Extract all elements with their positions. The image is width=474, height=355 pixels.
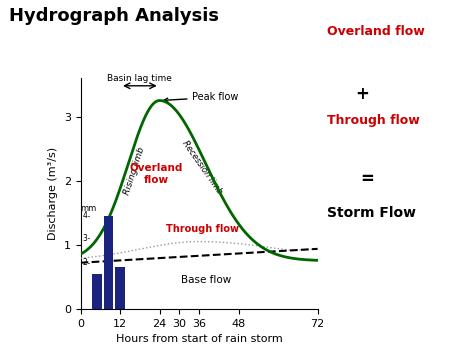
Text: mm: mm [81, 204, 97, 213]
Text: Hydrograph Analysis: Hydrograph Analysis [9, 7, 219, 25]
X-axis label: Hours from start of rain storm: Hours from start of rain storm [116, 334, 283, 344]
Text: 2: 2 [82, 258, 87, 267]
Y-axis label: Discharge (m³/s): Discharge (m³/s) [48, 147, 58, 240]
Bar [115, 267, 125, 309]
Text: Overland flow: Overland flow [327, 25, 425, 38]
Text: Through flow: Through flow [166, 224, 239, 234]
Text: Basin lag time: Basin lag time [108, 73, 172, 83]
Text: +: + [356, 85, 369, 103]
Text: Base flow: Base flow [181, 275, 231, 285]
Text: 4: 4 [82, 212, 87, 220]
Text: =: = [360, 170, 374, 189]
Text: Rising limb: Rising limb [123, 146, 147, 196]
Text: Storm Flow: Storm Flow [327, 206, 416, 220]
Text: Peak flow: Peak flow [164, 92, 239, 102]
Bar [104, 216, 113, 309]
Text: Through flow: Through flow [327, 114, 420, 127]
Text: Overland
flow: Overland flow [129, 163, 183, 185]
Text: 3: 3 [82, 234, 87, 243]
Bar [92, 274, 102, 309]
Text: Recession limb: Recession limb [181, 140, 224, 196]
